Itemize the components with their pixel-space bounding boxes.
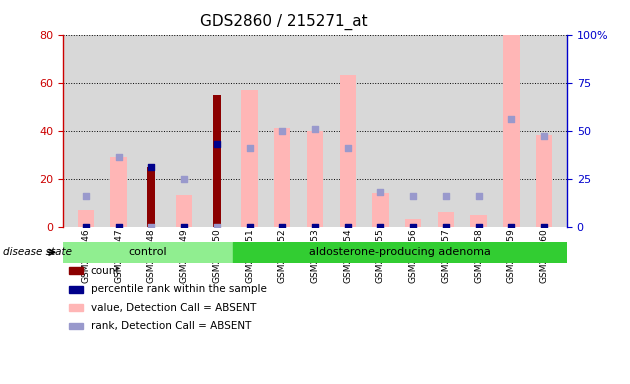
Bar [213,94,221,227]
Point [507,223,517,230]
Text: aldosterone-producing adenoma: aldosterone-producing adenoma [309,247,491,258]
Point [408,223,418,230]
Point [244,223,255,230]
Bar [274,128,290,227]
Point [179,175,189,182]
Text: count: count [91,266,120,276]
Point [81,193,91,199]
Bar [405,219,421,227]
Bar [63,242,233,263]
Text: value, Detection Call = ABSENT: value, Detection Call = ABSENT [91,303,256,313]
Bar [77,210,94,227]
Bar [340,75,356,227]
Point [113,223,123,230]
Point [343,223,353,230]
Bar [147,167,156,227]
Point [179,223,189,230]
Point [146,164,156,170]
Text: GDS2860 / 215271_at: GDS2860 / 215271_at [200,13,367,30]
Point [113,154,123,161]
Text: rank, Detection Call = ABSENT: rank, Detection Call = ABSENT [91,321,251,331]
Text: disease state: disease state [3,247,72,258]
Point [474,193,484,199]
Point [343,145,353,151]
Bar [241,90,258,227]
Bar [503,35,520,227]
Point [212,223,222,230]
Point [146,223,156,230]
Bar [176,195,192,227]
Point [375,189,386,195]
Point [81,223,91,230]
Point [310,223,320,230]
Bar [536,136,553,227]
Point [277,223,287,230]
Text: control: control [129,247,168,258]
Point [277,127,287,134]
Point [408,193,418,199]
Bar [438,212,454,227]
Point [441,223,451,230]
Point [310,126,320,132]
Bar [110,157,127,227]
Point [507,116,517,122]
Bar [372,193,389,227]
Point [474,223,484,230]
Point [212,141,222,147]
Point [441,193,451,199]
Point [375,223,386,230]
Bar [233,242,567,263]
Bar [471,215,487,227]
Text: percentile rank within the sample: percentile rank within the sample [91,284,266,294]
Point [539,223,549,230]
Point [244,145,255,151]
Point [539,133,549,139]
Bar [307,131,323,227]
